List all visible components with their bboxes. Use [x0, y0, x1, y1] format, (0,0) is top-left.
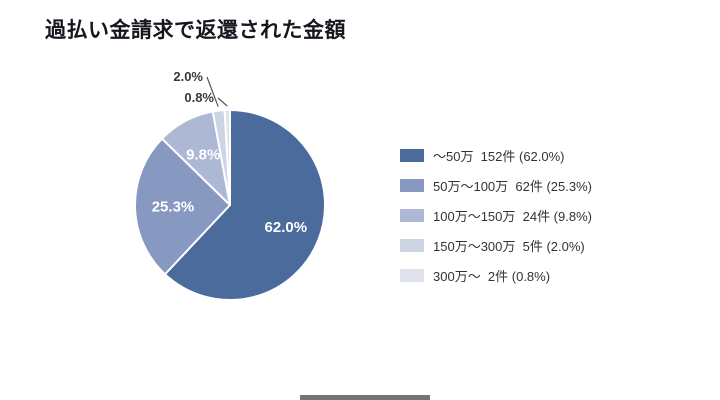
slice-percentage-label: 2.0% — [173, 69, 203, 84]
legend-label: ～50万 152件 (62.0%) — [433, 149, 565, 164]
pie-slice — [163, 109, 326, 301]
legend-label: 300万～ 2件 (0.8%) — [433, 269, 551, 284]
legend-item: ～50万 152件 (62.0%) — [400, 146, 592, 165]
slice-percentage-label: 62.0% — [265, 219, 308, 236]
slice-percentage-label: 9.8% — [186, 147, 220, 164]
footer-bar — [300, 395, 430, 400]
leader-line — [217, 97, 228, 107]
legend-item: 300万～ 2件 (0.8%) — [400, 266, 592, 285]
legend-label: 50万～100万 62件 (25.3%) — [433, 179, 592, 194]
legend-color-swatch — [400, 149, 424, 162]
legend-item: 150万～300万 5件 (2.0%) — [400, 236, 592, 255]
pie-slice — [223, 108, 231, 206]
legend: ～50万 152件 (62.0%) 50万～100万 62件 (25.3%) 100… — [400, 146, 592, 285]
legend-color-swatch — [400, 209, 424, 222]
legend-color-swatch — [400, 179, 424, 192]
leader-line — [206, 76, 219, 107]
page-title: 過払い金請求で返還された金額 — [45, 19, 346, 42]
slice-percentage-label: 0.8% — [184, 90, 214, 105]
legend-label: 100万～150万 24件 (9.8%) — [433, 209, 592, 224]
legend-item: 50万～100万 62件 (25.3%) — [400, 176, 592, 195]
pie-slice — [134, 137, 231, 276]
legend-color-swatch — [400, 239, 424, 252]
slice-percentage-label: 25.3% — [152, 198, 195, 215]
legend-label: 150万～300万 5件 (2.0%) — [433, 239, 585, 254]
legend-item: 100万～150万 24件 (9.8%) — [400, 206, 592, 225]
legend-color-swatch — [400, 269, 424, 282]
